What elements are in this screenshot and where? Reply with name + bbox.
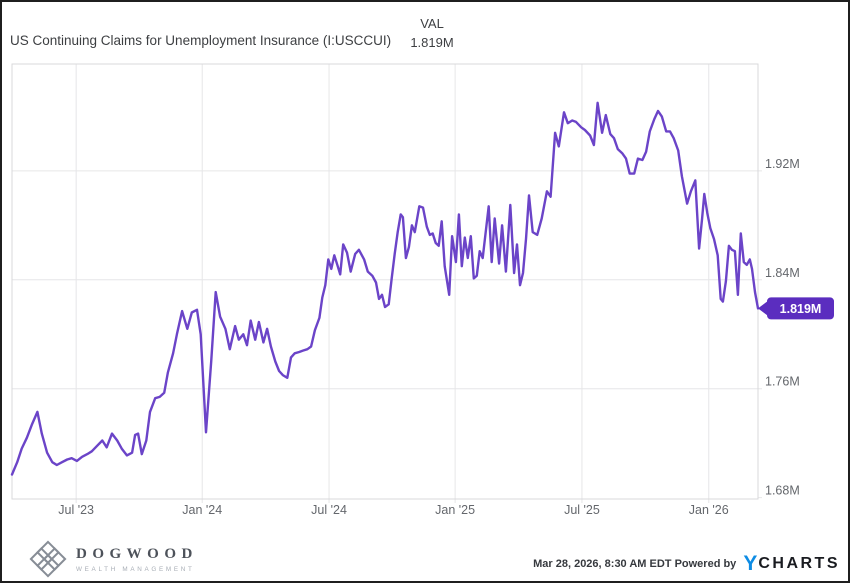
x-axis-tick-label: Jul '23 <box>58 503 94 517</box>
x-axis-tick-label: Jul '25 <box>564 503 600 517</box>
val-value: 1.819M <box>410 35 454 50</box>
val-block: VAL 1.819M <box>394 14 470 52</box>
ycharts-logo: Y CHARTS <box>743 553 840 574</box>
x-axis-tick-label: Jan '26 <box>689 503 729 517</box>
series-line <box>10 101 760 476</box>
value-badge-label: 1.819M <box>780 302 822 316</box>
dogwood-knot-icon <box>29 540 67 578</box>
powered-by-label: Powered by <box>674 557 737 570</box>
value-badge <box>767 297 834 320</box>
y-axis-tick-label: 1.68M <box>765 484 800 498</box>
ycharts-wordmark: CHARTS <box>758 554 840 572</box>
x-axis-tick-label: Jan '25 <box>435 503 475 517</box>
y-axis-tick-label: 1.84M <box>765 266 800 280</box>
x-axis-tick-label: Jul '24 <box>311 503 347 517</box>
dogwood-name: DOGWOOD <box>76 545 198 562</box>
timestamp-and-powered-by: Mar 28, 2026, 8:30 AM EDT Powered by <box>533 558 736 570</box>
value-badge-arrow <box>758 300 768 316</box>
ycharts-y-icon: Y <box>743 552 758 575</box>
timestamp: Mar 28, 2026, 8:30 AM EDT <box>533 557 672 570</box>
chart-title: US Continuing Claims for Unemployment In… <box>10 33 392 48</box>
line-chart[interactable]: Jul '23 Jan '24 Jul '24 Jan '25 Jul '25 Jan '… <box>2 2 850 532</box>
y-axis-tick-label: 1.76M <box>765 375 800 389</box>
dogwood-subtitle: WEALTH MANAGEMENT <box>76 565 195 573</box>
y-axis-tick-label: 1.92M <box>765 157 800 171</box>
x-axis-tick-label: Jan '24 <box>182 503 222 517</box>
plot-border <box>11 63 759 500</box>
footer-attribution: Mar 28, 2026, 8:30 AM EDT Powered by Y C… <box>533 553 840 574</box>
val-label: VAL <box>420 16 444 31</box>
dogwood-logo: DOGWOOD WEALTH MANAGEMENT <box>29 540 198 578</box>
dogwood-wordmark: DOGWOOD WEALTH MANAGEMENT <box>76 546 198 573</box>
